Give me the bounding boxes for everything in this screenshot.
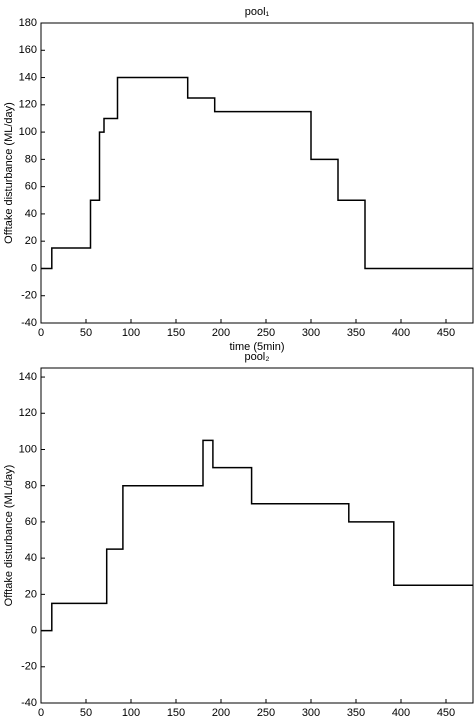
y-tick-label: -40 xyxy=(21,697,37,709)
step-line xyxy=(41,439,473,632)
y-tick-label: -20 xyxy=(21,661,37,673)
chart-title: pool₂ xyxy=(244,351,269,363)
y-tick-label: 40 xyxy=(25,208,37,220)
x-tick-label: 0 xyxy=(38,327,44,339)
x-tick-label: 350 xyxy=(347,327,365,339)
chart-title: pool₁ xyxy=(245,6,270,18)
x-tick-label: 300 xyxy=(302,327,320,339)
x-tick-label: 50 xyxy=(80,327,92,339)
x-tick-label: 400 xyxy=(392,707,410,719)
y-tick-label: -40 xyxy=(21,317,37,329)
y-tick-label: 80 xyxy=(25,480,37,492)
y-tick-label: 120 xyxy=(19,99,37,111)
x-tick-label: 450 xyxy=(437,327,455,339)
x-tick-label: 100 xyxy=(122,327,140,339)
step-line xyxy=(41,76,473,270)
y-tick-label: 40 xyxy=(25,552,37,564)
x-tick-label: 50 xyxy=(80,707,92,719)
y-tick-label: 20 xyxy=(25,235,37,247)
y-tick-label: 80 xyxy=(25,153,37,165)
x-tick-label: 200 xyxy=(212,707,230,719)
y-tick-label: 100 xyxy=(19,126,37,138)
plot-frame xyxy=(40,22,474,324)
y-tick-label: 100 xyxy=(19,443,37,455)
plot-frame xyxy=(40,367,474,704)
x-tick-label: 400 xyxy=(392,327,410,339)
y-axis-label: Offtake disturbance (ML/day) xyxy=(3,465,15,607)
y-tick-label: -20 xyxy=(21,290,37,302)
x-tick-label: 450 xyxy=(437,707,455,719)
y-tick-label: 0 xyxy=(31,624,37,636)
y-tick-label: 180 xyxy=(19,17,37,29)
x-tick-label: 150 xyxy=(167,327,185,339)
y-tick-label: 20 xyxy=(25,588,37,600)
y-axis-label: Offtake disturbance (ML/day) xyxy=(3,102,15,244)
x-axis-label: time (5min) xyxy=(229,341,284,353)
x-tick-label: 200 xyxy=(212,327,230,339)
x-tick-label: 0 xyxy=(38,707,44,719)
x-tick-label: 100 xyxy=(122,707,140,719)
x-tick-label: 250 xyxy=(257,327,275,339)
y-tick-label: 140 xyxy=(19,71,37,83)
x-tick-label: 350 xyxy=(347,707,365,719)
y-tick-label: 140 xyxy=(19,371,37,383)
x-tick-label: 150 xyxy=(167,707,185,719)
y-tick-label: 60 xyxy=(25,181,37,193)
y-tick-label: 60 xyxy=(25,516,37,528)
x-tick-label: 300 xyxy=(302,707,320,719)
y-tick-label: 120 xyxy=(19,407,37,419)
y-tick-label: 0 xyxy=(31,262,37,274)
y-tick-label: 160 xyxy=(19,44,37,56)
x-tick-label: 250 xyxy=(257,707,275,719)
